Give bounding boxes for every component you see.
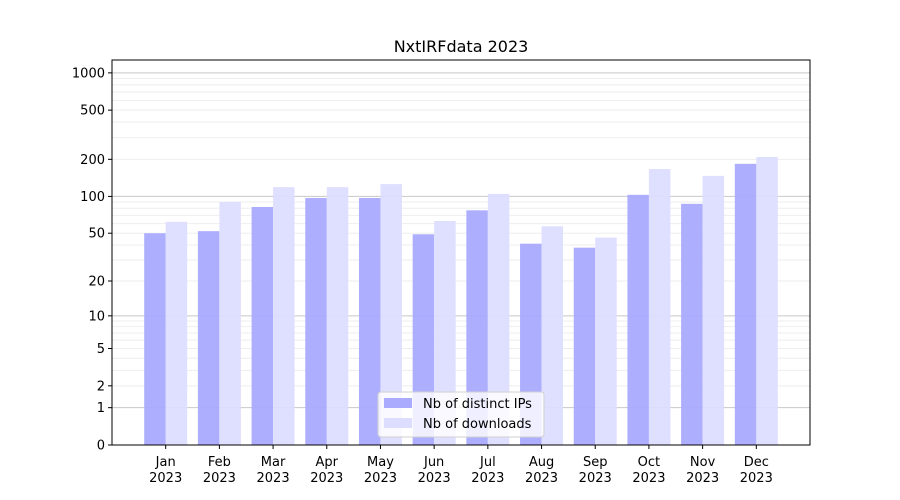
x-tick-label: Dec bbox=[744, 455, 769, 470]
bar-downloads bbox=[434, 220, 456, 445]
x-tick-label: 2023 bbox=[686, 471, 719, 486]
y-tick-label: 20 bbox=[88, 275, 105, 290]
bar-downloads bbox=[273, 187, 295, 445]
bar-distinct-ips bbox=[144, 233, 166, 445]
y-tick-label: 500 bbox=[80, 104, 105, 119]
bar-distinct-ips bbox=[251, 206, 274, 445]
x-tick-label: 2023 bbox=[203, 471, 236, 486]
bar-distinct-ips bbox=[734, 163, 757, 445]
y-tick-label: 5 bbox=[97, 342, 105, 357]
x-tick-label: Sep bbox=[583, 455, 608, 470]
y-tick-label: 2 bbox=[97, 379, 105, 394]
chart-title: NxtIRFdata 2023 bbox=[394, 37, 529, 56]
x-tick-label: Jun bbox=[423, 455, 444, 470]
bar-downloads bbox=[219, 202, 241, 445]
bar-distinct-ips bbox=[305, 198, 327, 445]
y-tick-label: 1000 bbox=[72, 66, 105, 81]
bar-distinct-ips bbox=[681, 203, 703, 445]
bar-downloads bbox=[326, 187, 349, 445]
bar-downloads bbox=[648, 169, 671, 445]
x-tick-label: 2023 bbox=[471, 471, 504, 486]
bar-distinct-ips bbox=[627, 194, 649, 445]
x-tick-label: 2023 bbox=[525, 471, 558, 486]
bar-downloads bbox=[487, 193, 510, 445]
legend-swatch bbox=[384, 398, 412, 408]
x-tick-label: Apr bbox=[316, 455, 339, 470]
legend-label: Nb of distinct IPs bbox=[423, 397, 532, 412]
legend-label: Nb of downloads bbox=[423, 417, 532, 432]
y-tick-label: 200 bbox=[80, 153, 105, 168]
bar-distinct-ips bbox=[197, 231, 220, 445]
x-tick-label: Jan bbox=[155, 455, 176, 470]
x-tick-label: 2023 bbox=[257, 471, 290, 486]
bar-distinct-ips bbox=[466, 210, 488, 445]
x-tick-label: 2023 bbox=[364, 471, 397, 486]
x-tick-label: Jul bbox=[479, 455, 496, 470]
bar-downloads bbox=[702, 175, 725, 445]
legend: Nb of distinct IPs Nb of downloads bbox=[377, 391, 545, 438]
y-tick-label: 0 bbox=[97, 439, 105, 454]
x-tick-label: 2023 bbox=[418, 471, 451, 486]
bar-distinct-ips bbox=[358, 198, 381, 445]
legend-box bbox=[377, 391, 545, 438]
x-tick-label: 2023 bbox=[149, 471, 182, 486]
bar-downloads bbox=[756, 156, 778, 445]
bar-downloads bbox=[165, 221, 188, 445]
bar-distinct-ips bbox=[573, 247, 596, 445]
y-tick-label: 10 bbox=[88, 309, 105, 324]
bar-downloads bbox=[380, 184, 402, 446]
bar-downloads bbox=[595, 237, 617, 445]
x-tick-label: 2023 bbox=[740, 471, 773, 486]
x-tick-label: Feb bbox=[208, 455, 231, 470]
x-tick-label: 2023 bbox=[579, 471, 612, 486]
x-tick-label: Oct bbox=[638, 455, 660, 470]
legend-swatch bbox=[384, 418, 412, 428]
x-tick-label: 2023 bbox=[632, 471, 665, 486]
x-tick-label: 2023 bbox=[310, 471, 343, 486]
x-tick-label: Aug bbox=[529, 455, 554, 470]
x-tick-label: Nov bbox=[690, 455, 716, 470]
x-tick-label: Mar bbox=[261, 455, 286, 470]
bar-downloads bbox=[541, 226, 564, 445]
y-tick-label: 50 bbox=[88, 227, 105, 242]
plot-frame bbox=[111, 59, 811, 446]
y-tick-label: 100 bbox=[80, 190, 105, 205]
y-tick-label: 1 bbox=[97, 401, 105, 416]
x-tick-label: May bbox=[367, 455, 394, 470]
